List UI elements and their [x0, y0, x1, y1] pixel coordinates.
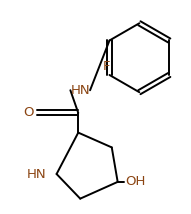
Text: HN: HN — [27, 168, 47, 181]
Text: F: F — [103, 60, 110, 73]
Text: O: O — [24, 106, 34, 119]
Text: OH: OH — [125, 175, 146, 188]
Text: HN: HN — [70, 84, 90, 97]
